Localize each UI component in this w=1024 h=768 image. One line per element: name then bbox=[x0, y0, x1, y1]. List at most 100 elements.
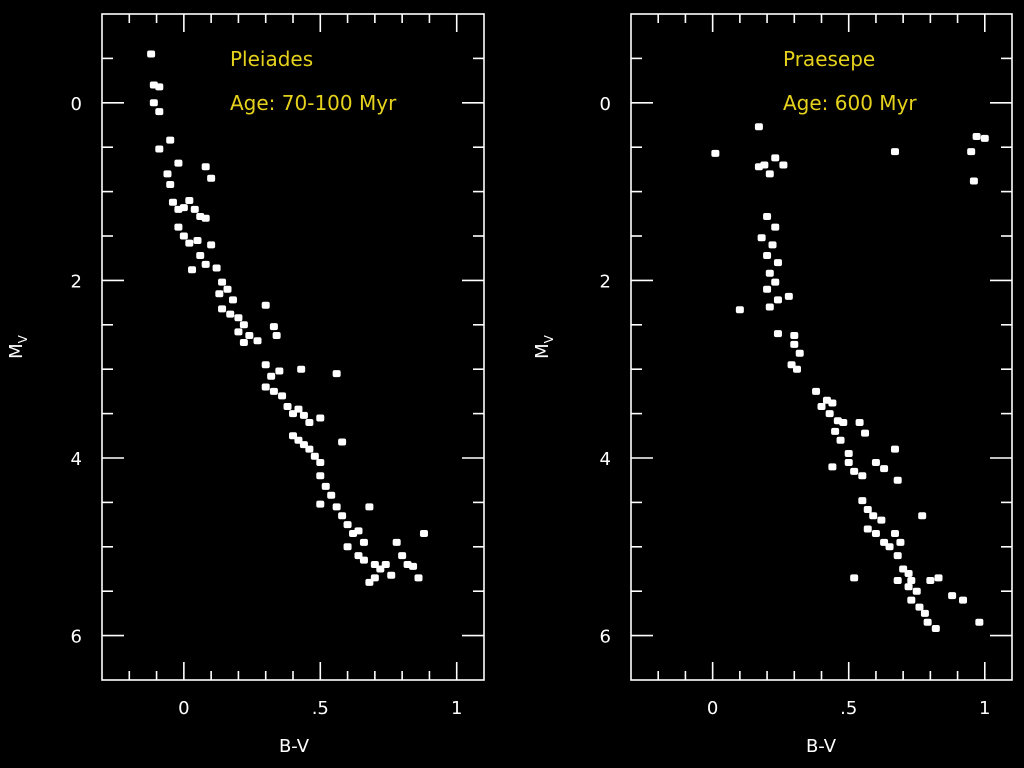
data-point bbox=[896, 538, 905, 546]
data-point bbox=[269, 323, 278, 331]
data-point bbox=[836, 436, 845, 444]
data-point bbox=[147, 50, 156, 58]
data-point bbox=[327, 491, 336, 499]
data-point bbox=[245, 331, 254, 339]
data-point bbox=[343, 521, 352, 529]
data-point bbox=[768, 241, 777, 249]
x-tick-label: 0 bbox=[178, 698, 189, 719]
data-point bbox=[193, 236, 202, 244]
y-axis-label-group: MV bbox=[6, 334, 30, 359]
data-point bbox=[215, 290, 224, 298]
y-axis-label: MV bbox=[532, 334, 556, 359]
data-point bbox=[773, 296, 782, 304]
x-tick-label: .5 bbox=[840, 698, 857, 719]
data-point bbox=[877, 516, 886, 524]
data-point bbox=[771, 154, 780, 162]
y-tick-label: 2 bbox=[600, 271, 611, 292]
data-point bbox=[226, 310, 235, 318]
pleiades-panel: Pleiades Age: 70-100 Myr B-V MV 0 .5 1 0 2 4 6 bbox=[6, 13, 485, 757]
data-point bbox=[912, 587, 921, 595]
data-point bbox=[765, 269, 774, 277]
data-point bbox=[188, 266, 197, 274]
data-point bbox=[239, 321, 248, 329]
data-point bbox=[934, 574, 943, 582]
data-point bbox=[893, 552, 902, 560]
data-point bbox=[831, 427, 840, 435]
data-point bbox=[858, 497, 867, 505]
data-point bbox=[409, 562, 418, 570]
data-point bbox=[765, 170, 774, 178]
data-point bbox=[771, 278, 780, 286]
data-point bbox=[923, 618, 932, 626]
data-point bbox=[869, 512, 878, 520]
data-point bbox=[297, 365, 306, 373]
data-point bbox=[155, 83, 164, 91]
data-point bbox=[839, 418, 848, 426]
tick-labels: 0 .5 1 0 2 4 6 bbox=[600, 94, 991, 719]
data-point bbox=[305, 418, 314, 426]
y-tick-label: 0 bbox=[600, 94, 611, 115]
data-point bbox=[969, 177, 978, 185]
y-tick-label: 6 bbox=[600, 627, 611, 648]
data-point bbox=[863, 506, 872, 514]
data-point bbox=[267, 372, 276, 380]
data-point bbox=[261, 301, 270, 309]
x-tick-label: 1 bbox=[451, 698, 462, 719]
data-point bbox=[871, 458, 880, 466]
data-point bbox=[269, 387, 278, 395]
y-tick-label: 2 bbox=[71, 271, 82, 292]
data-point bbox=[915, 603, 924, 611]
data-point bbox=[168, 198, 177, 206]
data-point bbox=[844, 450, 853, 458]
data-point bbox=[234, 314, 243, 322]
data-point bbox=[321, 482, 330, 490]
data-point bbox=[711, 149, 720, 157]
data-point bbox=[893, 577, 902, 585]
data-point bbox=[904, 569, 913, 577]
data-point bbox=[185, 239, 194, 247]
data-point bbox=[212, 264, 221, 272]
chart-subtitle: Age: 600 Myr bbox=[783, 91, 917, 115]
data-point bbox=[763, 212, 772, 220]
data-point bbox=[365, 578, 374, 586]
data-point bbox=[948, 592, 957, 600]
data-point bbox=[365, 503, 374, 511]
data-point bbox=[779, 161, 788, 169]
data-point bbox=[773, 259, 782, 267]
data-point bbox=[861, 429, 870, 437]
praesepe-panel: Praesepe Age: 600 Myr B-V MV 0 .5 1 0 2 4 6 bbox=[532, 13, 1013, 757]
data-point bbox=[907, 577, 916, 585]
data-point bbox=[771, 223, 780, 231]
data-point bbox=[763, 285, 772, 293]
data-point bbox=[828, 399, 837, 407]
data-point bbox=[163, 170, 172, 178]
data-point bbox=[239, 339, 248, 347]
ticks bbox=[102, 14, 484, 680]
data-point bbox=[332, 370, 341, 378]
data-point bbox=[863, 525, 872, 533]
data-point bbox=[166, 180, 175, 188]
data-point bbox=[885, 543, 894, 551]
data-point bbox=[283, 402, 292, 410]
tick-labels: 0 .5 1 0 2 4 6 bbox=[71, 94, 463, 719]
data-point bbox=[179, 232, 188, 240]
data-point bbox=[398, 552, 407, 560]
data-point bbox=[253, 337, 262, 345]
data-point bbox=[174, 223, 183, 231]
data-point bbox=[234, 328, 243, 336]
data-point bbox=[760, 161, 769, 169]
data-point bbox=[795, 349, 804, 357]
y-tick-label: 0 bbox=[71, 94, 82, 115]
data-point bbox=[316, 414, 325, 422]
data-points bbox=[147, 50, 428, 586]
data-point bbox=[959, 596, 968, 604]
x-tick-label: 1 bbox=[979, 698, 990, 719]
data-point bbox=[332, 503, 341, 511]
data-point bbox=[228, 296, 237, 304]
data-point bbox=[179, 204, 188, 212]
data-point bbox=[812, 387, 821, 395]
data-point bbox=[828, 463, 837, 471]
data-point bbox=[907, 596, 916, 604]
data-point bbox=[299, 411, 308, 419]
